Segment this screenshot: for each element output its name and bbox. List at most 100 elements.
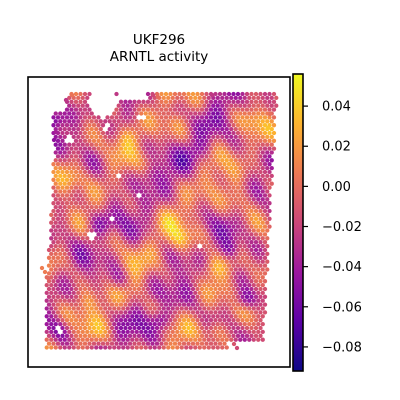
tissue-spot [211,243,216,249]
tissue-spot [98,236,103,241]
tissue-spot [67,228,72,233]
tissue-spot [157,197,162,202]
tissue-spot [242,243,247,249]
tissue-spot [202,111,207,116]
tissue-spot [186,185,191,190]
tissue-spot [89,181,94,186]
tissue-spot [98,306,103,311]
tissue-spot [226,193,232,198]
tissue-spot [76,204,81,210]
tissue-spot [121,275,126,280]
tissue-spot [260,298,265,303]
tissue-spot [51,115,56,120]
tissue-spot [49,306,54,311]
tissue-spot [53,165,58,171]
tissue-spot [159,185,164,190]
tissue-spot [141,224,146,229]
tissue-spot [204,177,209,182]
tissue-spot [177,216,182,221]
tissue-spot [136,240,142,245]
tissue-spot [199,107,205,112]
tissue-spot [85,95,90,101]
tissue-spot [204,169,209,175]
tissue-spot [240,318,245,323]
tissue-spot [139,275,144,280]
tissue-spot [251,228,256,233]
tissue-spot [73,240,79,245]
tissue-spot [89,298,94,303]
tissue-spot [220,236,225,241]
tissue-spot [91,240,97,245]
tissue-spot [238,111,243,116]
tissue-spot [184,259,189,264]
tissue-spot [244,255,250,260]
tissue-spot [188,306,193,311]
tissue-spot [163,138,169,143]
tissue-spot [163,341,169,346]
tissue-spot [222,318,227,323]
tissue-spot [195,294,200,299]
tissue-spot [73,169,79,175]
tissue-spot [125,158,130,163]
tissue-spot [69,146,74,151]
tissue-spot [118,310,124,315]
tissue-spot [143,290,148,296]
tissue-spot [217,247,223,253]
tissue-spot [190,138,196,143]
tissue-spot [51,232,56,237]
tissue-spot [71,204,76,210]
tissue-spot [240,224,245,229]
tissue-spot [85,282,90,288]
tissue-spot [136,271,142,276]
tissue-spot [127,123,133,128]
tissue-spot [247,204,252,210]
tissue-spot [148,119,153,124]
tissue-spot [114,185,119,190]
tissue-spot [231,201,236,206]
tissue-spot [67,212,72,218]
tissue-spot [229,290,234,296]
tissue-spot [82,341,88,346]
tissue-spot [67,345,72,350]
tissue-spot [143,251,148,257]
tissue-spot [64,154,70,159]
tissue-spot [127,247,133,253]
tissue-spot [215,119,220,124]
tissue-spot [98,142,103,147]
tissue-spot [242,150,247,155]
tissue-spot [181,154,187,159]
tissue-spot [269,95,274,101]
tissue-spot [240,107,245,112]
tissue-spot [193,134,198,140]
tissue-spot [220,173,225,179]
tissue-spot [222,255,227,260]
tissue-spot [222,169,227,175]
tissue-spot [103,329,108,335]
tissue-spot [78,263,83,268]
tissue-spot [220,111,225,116]
tissue-spot [67,197,72,202]
tissue-spot [62,165,67,171]
tissue-spot [139,142,144,147]
tissue-spot [76,228,81,233]
tissue-spot [94,321,99,327]
tissue-spot [123,341,128,346]
tissue-spot [258,138,263,143]
tissue-spot [170,275,175,280]
tissue-spot [247,251,252,257]
tissue-spot [163,201,169,206]
tissue-spot [80,275,85,280]
tissue-spot [49,329,54,335]
tissue-spot [85,181,90,186]
tissue-spot [118,318,124,323]
tissue-spot [67,251,72,257]
tissue-spot [76,158,81,163]
tissue-spot [73,138,79,143]
tissue-spot [197,321,202,327]
tissue-spot [206,126,211,132]
tissue-spot [150,201,155,206]
tissue-spot [163,99,169,104]
tissue-spot [238,189,243,194]
tissue-spot [105,208,110,214]
tissue-spot [53,173,58,179]
